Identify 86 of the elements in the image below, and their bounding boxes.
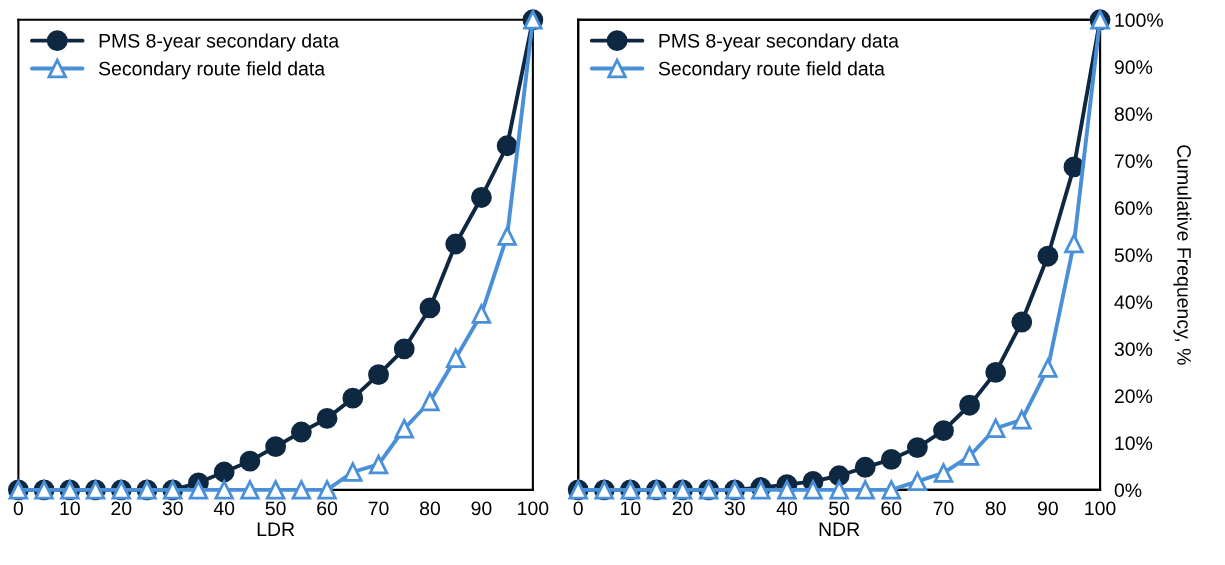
point [803,480,823,500]
point [829,480,849,500]
x-tick-label: 50 [265,501,286,516]
x-axis-title: LDR [257,522,295,536]
y2-tick-label: 30% [1114,342,1153,357]
point [445,233,467,255]
point [265,436,287,458]
point [880,448,902,470]
point [290,421,312,443]
point [881,480,902,500]
point [985,361,1007,383]
x-tick-label: 100 [518,501,549,516]
x-tick-label: 80 [420,501,441,516]
point [316,407,338,429]
legend-label: Secondary route field data [98,61,326,80]
legend-label: PMS 8-year secondary data [659,33,899,52]
point [420,391,440,412]
x-tick-label: 0 [573,501,583,516]
point [1012,410,1032,430]
point [419,297,441,319]
y2-tick-label: 50% [1114,248,1153,263]
x-tick-label: 70 [933,501,954,516]
x-tick-label: 20 [672,501,693,516]
y2-tick-label: 90% [1114,60,1153,75]
point [240,480,260,500]
x-tick-label: 40 [776,501,797,516]
y2-tick-label: 40% [1114,295,1153,310]
x-tick-label: 10 [60,501,80,516]
x-tick-label: 50 [829,501,850,516]
y2-tick-label: 60% [1114,201,1153,216]
point [496,135,518,157]
y2-tick-label: 70% [1114,154,1153,169]
y2-tick-label: 80% [1114,107,1153,122]
point [471,187,492,208]
point [1037,245,1059,267]
point [393,338,415,360]
x-tick-label: 70 [368,501,389,516]
point [933,420,954,442]
point [471,304,492,324]
point [213,461,235,483]
point [368,454,389,475]
y2-tick-label: 0% [1114,483,1142,498]
point [343,462,363,482]
point [933,463,954,483]
x-axis-title: NDR [819,522,860,536]
point [777,480,797,500]
point [317,480,337,500]
point [445,348,466,368]
y2-tick-label: 10% [1115,436,1153,451]
legend-label: Secondary route field data [658,61,885,80]
x-tick-label: 100 [1085,501,1116,516]
point [959,446,980,466]
x-tick-label: 40 [213,501,235,516]
x-tick-label: 30 [724,501,745,516]
point [188,480,209,500]
point [906,437,928,458]
point [828,465,850,487]
x-tick-label: 90 [471,501,492,516]
point [985,418,1006,438]
y2-tick-label: 20% [1114,389,1153,404]
y2-tick-label: 100% [1115,13,1163,28]
point [1038,358,1058,378]
point [239,450,261,472]
x-tick-label: 20 [111,501,132,516]
x-tick-label: 60 [881,501,902,516]
x-tick-label: 90 [1037,501,1058,516]
point [497,226,517,246]
point [368,364,389,386]
point [394,419,414,439]
x-tick-label: 10 [621,501,641,516]
point [854,456,876,478]
x-tick-label: 0 [13,501,24,516]
x-tick-label: 30 [162,501,183,516]
point [342,387,364,409]
point [907,471,928,492]
x-tick-label: 80 [985,501,1006,516]
point [214,480,234,500]
point [959,394,981,416]
point [1011,311,1033,333]
x-tick-label: 60 [317,501,338,516]
point [855,480,875,500]
point [291,480,312,500]
y2-axis-title: Cumulative Frequency, % [1173,145,1192,365]
point [265,480,286,500]
point [1064,233,1084,254]
legend-label: PMS 8-year secondary data [99,33,340,52]
